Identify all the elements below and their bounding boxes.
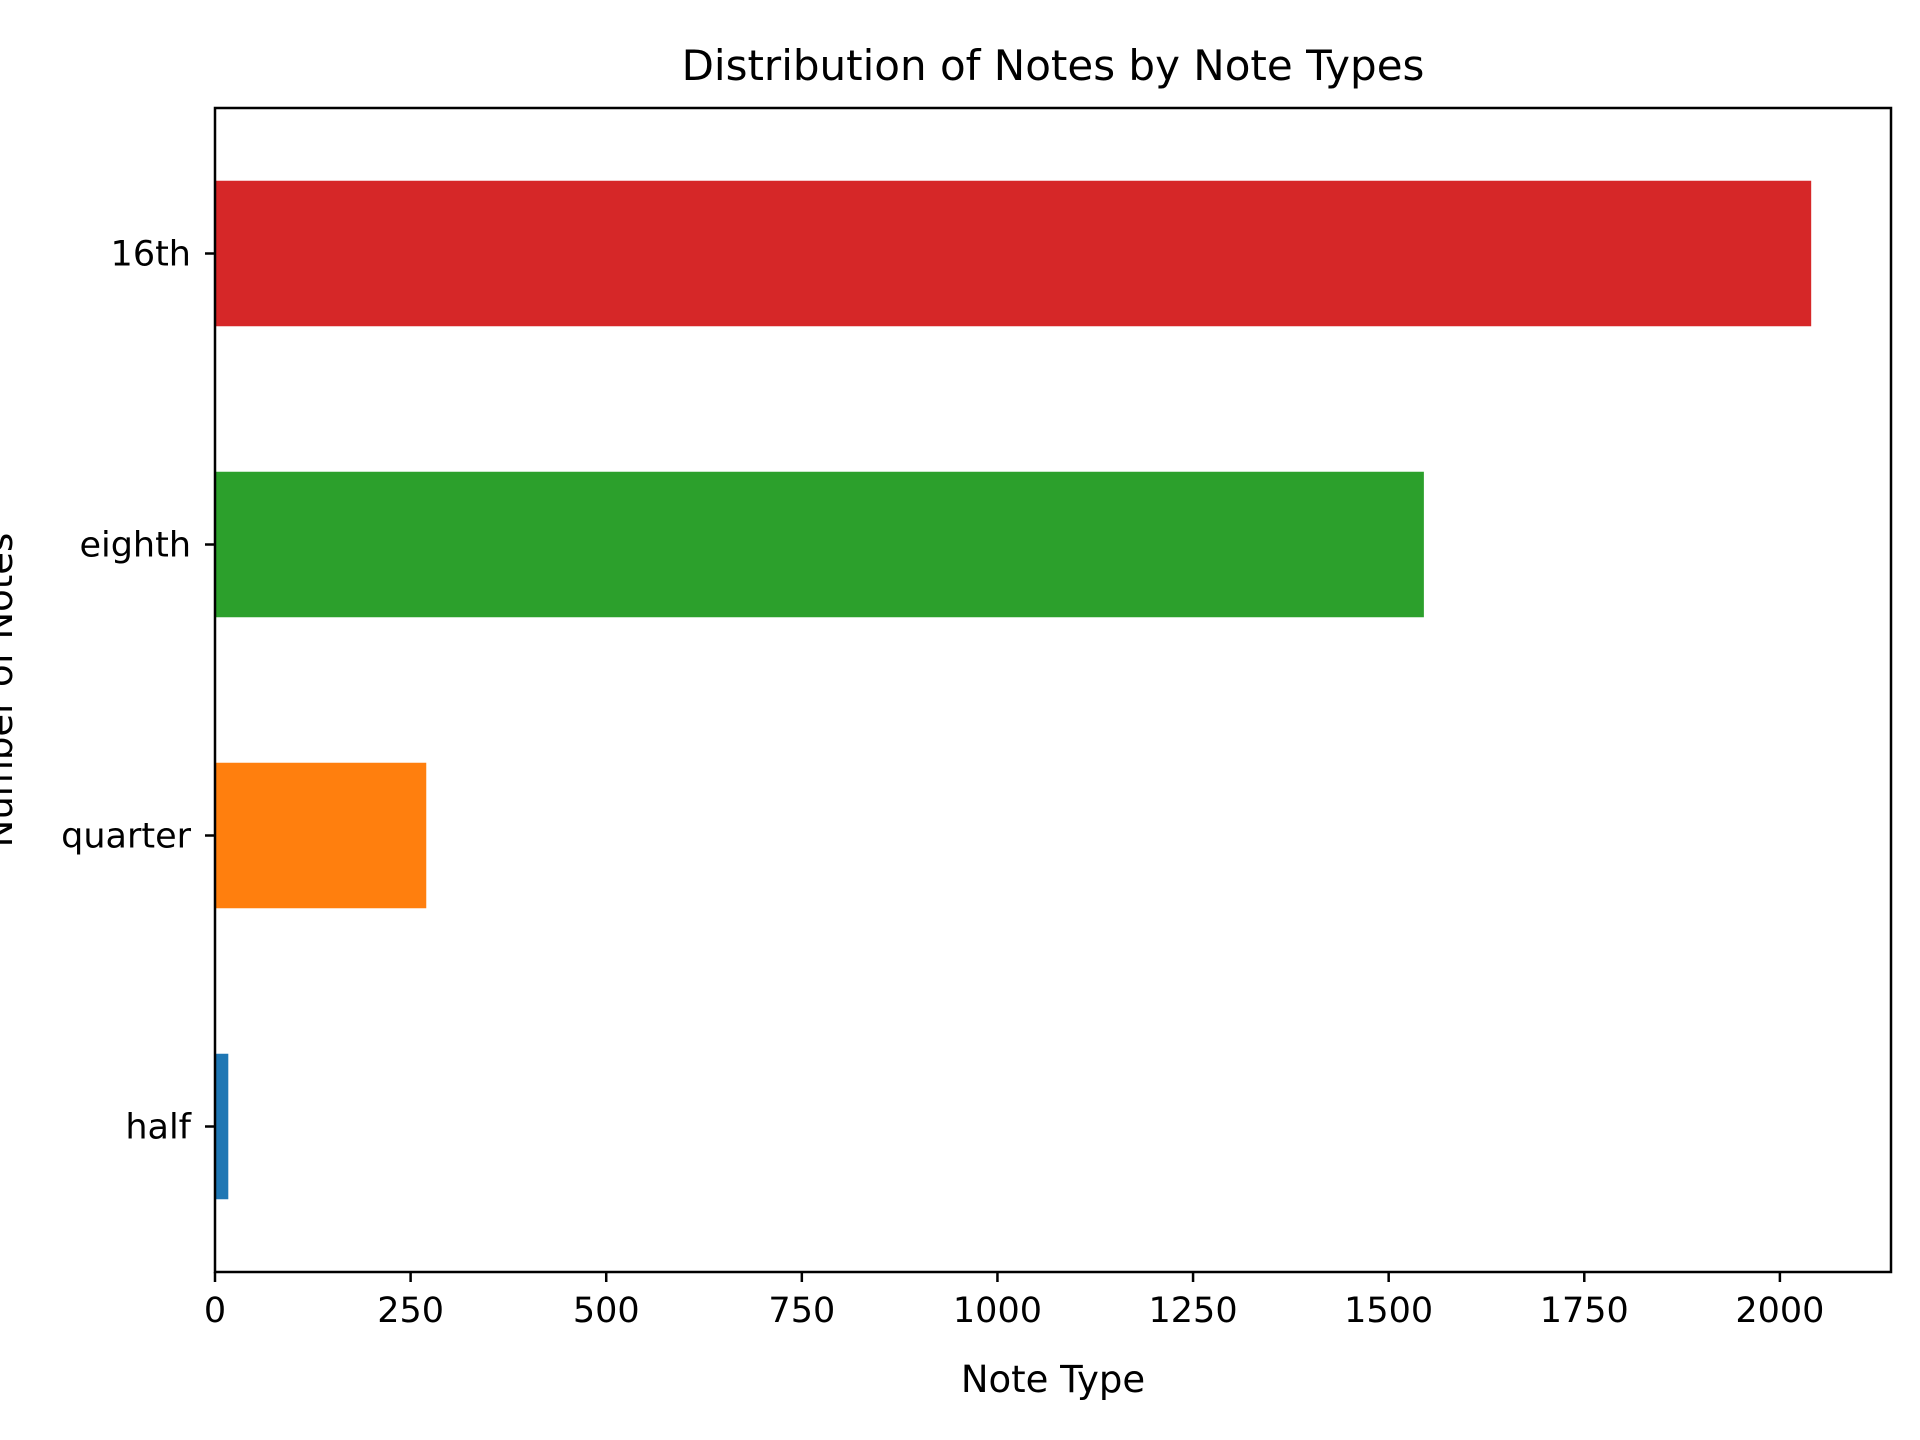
y-tick-label-16th: 16th [111,235,191,275]
x-tick-label: 750 [768,1291,835,1331]
bars-group [215,180,1812,1200]
y-tick-label-quarter: quarter [61,817,191,857]
x-tick-label: 0 [204,1291,226,1331]
y-tick-label-half: half [125,1108,191,1148]
x-tick-label: 1750 [1540,1291,1629,1331]
bar-eighth [215,471,1424,618]
bar-16th [215,180,1812,327]
x-tick-label: 1000 [953,1291,1042,1331]
bar-half [215,1053,229,1200]
x-tick-label: 1250 [1149,1291,1238,1331]
bar-quarter [215,762,427,909]
chart-title: Distribution of Notes by Note Types [682,41,1425,90]
y-tick-label-eighth: eighth [79,526,191,566]
x-tick-label: 1500 [1344,1291,1433,1331]
y-axis-label: Number of Notes [0,533,21,848]
ticks-group: half quarter eighth 16th 0 250 500 750 1000 1250 1… [61,235,1824,1332]
x-tick-label: 500 [573,1291,640,1331]
x-axis-label: Note Type [961,1358,1145,1401]
x-tick-label: 2000 [1735,1291,1824,1331]
plot-frame [213,106,1893,1274]
x-tick-label: 250 [377,1291,444,1331]
